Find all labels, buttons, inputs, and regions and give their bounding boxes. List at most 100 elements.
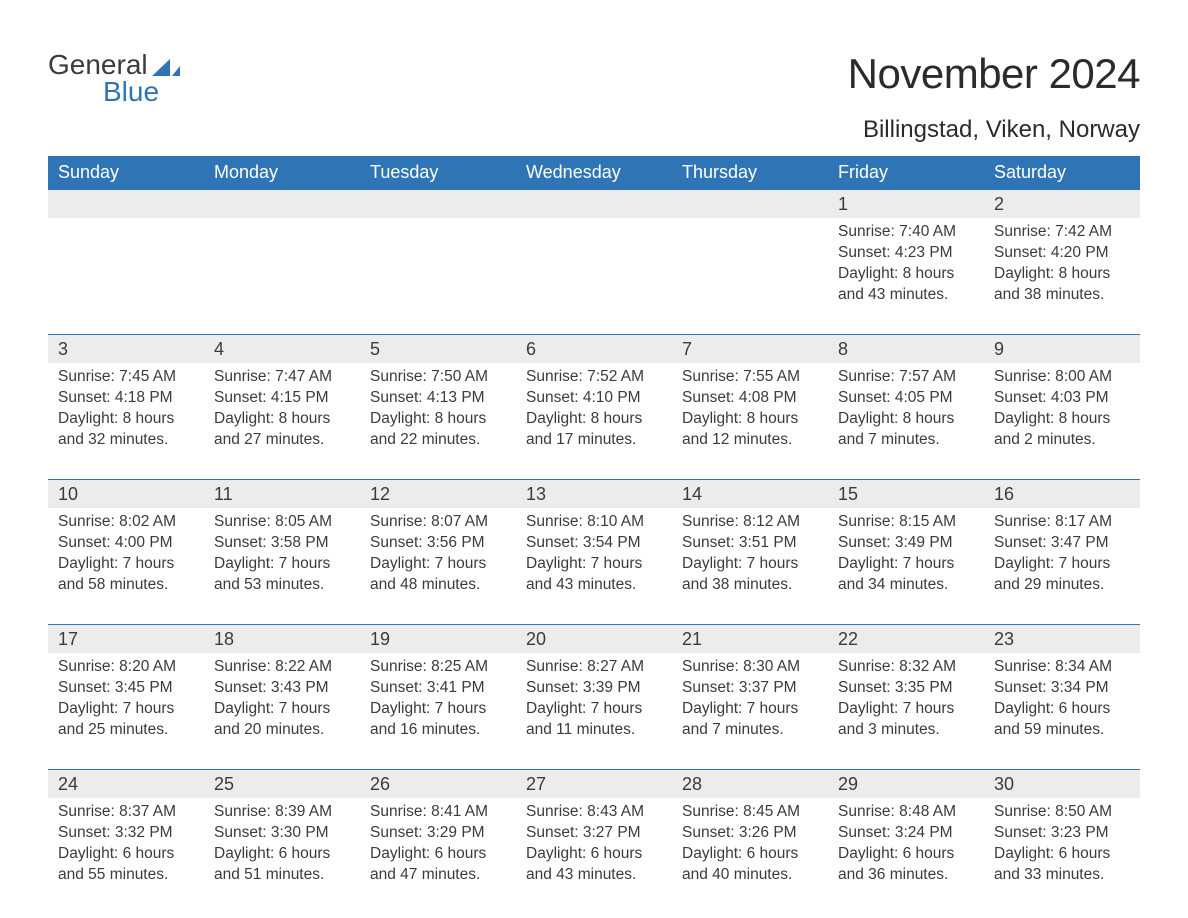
calendar-day-cell: 23Sunrise: 8:34 AMSunset: 3:34 PMDayligh…	[984, 624, 1140, 769]
day-header: Sunday	[48, 156, 204, 190]
day-sunset: Sunset: 3:47 PM	[994, 533, 1134, 554]
calendar-day-cell: 9Sunrise: 8:00 AMSunset: 4:03 PMDaylight…	[984, 334, 1140, 479]
calendar-day-cell: 16Sunrise: 8:17 AMSunset: 3:47 PMDayligh…	[984, 479, 1140, 624]
day-body: Sunrise: 8:34 AMSunset: 3:34 PMDaylight:…	[984, 657, 1140, 741]
day-sunrise: Sunrise: 7:45 AM	[58, 367, 198, 388]
calendar-day-cell: 27Sunrise: 8:43 AMSunset: 3:27 PMDayligh…	[516, 769, 672, 913]
day-sunset: Sunset: 3:41 PM	[370, 678, 510, 699]
calendar-day-cell: 10Sunrise: 8:02 AMSunset: 4:00 PMDayligh…	[48, 479, 204, 624]
day-sunset: Sunset: 4:20 PM	[994, 243, 1134, 264]
day-daylight1: Daylight: 6 hours	[838, 844, 978, 865]
day-sunrise: Sunrise: 8:05 AM	[214, 512, 354, 533]
day-number: 27	[516, 770, 672, 798]
calendar-week-row: 17Sunrise: 8:20 AMSunset: 3:45 PMDayligh…	[48, 624, 1140, 769]
day-sunset: Sunset: 3:39 PM	[526, 678, 666, 699]
day-sunrise: Sunrise: 8:25 AM	[370, 657, 510, 678]
day-number: 8	[828, 335, 984, 363]
day-sunset: Sunset: 3:32 PM	[58, 823, 198, 844]
day-daylight1: Daylight: 8 hours	[838, 409, 978, 430]
day-sunrise: Sunrise: 8:10 AM	[526, 512, 666, 533]
day-daylight1: Daylight: 6 hours	[994, 699, 1134, 720]
day-body: Sunrise: 7:45 AMSunset: 4:18 PMDaylight:…	[48, 367, 204, 451]
calendar-header-row: SundayMondayTuesdayWednesdayThursdayFrid…	[48, 156, 1140, 190]
day-sunrise: Sunrise: 7:50 AM	[370, 367, 510, 388]
day-daylight1: Daylight: 7 hours	[682, 554, 822, 575]
day-number: 13	[516, 480, 672, 508]
day-sunrise: Sunrise: 8:07 AM	[370, 512, 510, 533]
day-daylight2: and 11 minutes.	[526, 720, 666, 741]
logo: General Blue	[48, 50, 180, 107]
calendar-week-row: 24Sunrise: 8:37 AMSunset: 3:32 PMDayligh…	[48, 769, 1140, 913]
day-sunset: Sunset: 4:03 PM	[994, 388, 1134, 409]
day-daylight2: and 34 minutes.	[838, 575, 978, 596]
day-daylight2: and 40 minutes.	[682, 865, 822, 886]
day-number: 19	[360, 625, 516, 653]
day-number: 16	[984, 480, 1140, 508]
day-sunset: Sunset: 3:35 PM	[838, 678, 978, 699]
day-sunrise: Sunrise: 7:57 AM	[838, 367, 978, 388]
day-sunrise: Sunrise: 8:02 AM	[58, 512, 198, 533]
day-daylight2: and 32 minutes.	[58, 430, 198, 451]
calendar-table: SundayMondayTuesdayWednesdayThursdayFrid…	[48, 156, 1140, 914]
day-body: Sunrise: 8:41 AMSunset: 3:29 PMDaylight:…	[360, 802, 516, 886]
day-number: 29	[828, 770, 984, 798]
day-body: Sunrise: 8:39 AMSunset: 3:30 PMDaylight:…	[204, 802, 360, 886]
day-body: Sunrise: 8:48 AMSunset: 3:24 PMDaylight:…	[828, 802, 984, 886]
calendar-day-cell	[360, 190, 516, 335]
day-daylight2: and 22 minutes.	[370, 430, 510, 451]
day-sunset: Sunset: 4:10 PM	[526, 388, 666, 409]
day-sunrise: Sunrise: 8:00 AM	[994, 367, 1134, 388]
day-number	[204, 190, 360, 218]
day-sunset: Sunset: 3:34 PM	[994, 678, 1134, 699]
calendar-day-cell: 22Sunrise: 8:32 AMSunset: 3:35 PMDayligh…	[828, 624, 984, 769]
day-sunset: Sunset: 3:37 PM	[682, 678, 822, 699]
day-daylight1: Daylight: 7 hours	[838, 554, 978, 575]
calendar-day-cell: 14Sunrise: 8:12 AMSunset: 3:51 PMDayligh…	[672, 479, 828, 624]
day-sunrise: Sunrise: 8:50 AM	[994, 802, 1134, 823]
day-daylight2: and 25 minutes.	[58, 720, 198, 741]
day-sunset: Sunset: 3:27 PM	[526, 823, 666, 844]
calendar-day-cell	[204, 190, 360, 335]
calendar-day-cell: 6Sunrise: 7:52 AMSunset: 4:10 PMDaylight…	[516, 334, 672, 479]
day-sunrise: Sunrise: 8:32 AM	[838, 657, 978, 678]
day-sunset: Sunset: 4:23 PM	[838, 243, 978, 264]
day-header: Friday	[828, 156, 984, 190]
day-sunset: Sunset: 4:05 PM	[838, 388, 978, 409]
title-block: November 2024 Billingstad, Viken, Norway	[848, 50, 1140, 144]
day-sunset: Sunset: 3:49 PM	[838, 533, 978, 554]
day-daylight1: Daylight: 6 hours	[526, 844, 666, 865]
day-sunrise: Sunrise: 8:48 AM	[838, 802, 978, 823]
day-daylight2: and 48 minutes.	[370, 575, 510, 596]
day-number: 21	[672, 625, 828, 653]
day-sunrise: Sunrise: 8:34 AM	[994, 657, 1134, 678]
day-number: 5	[360, 335, 516, 363]
day-body: Sunrise: 7:55 AMSunset: 4:08 PMDaylight:…	[672, 367, 828, 451]
calendar-week-row: 3Sunrise: 7:45 AMSunset: 4:18 PMDaylight…	[48, 334, 1140, 479]
logo-text-general: General	[48, 50, 148, 79]
day-body: Sunrise: 8:02 AMSunset: 4:00 PMDaylight:…	[48, 512, 204, 596]
day-sunrise: Sunrise: 8:20 AM	[58, 657, 198, 678]
day-daylight2: and 43 minutes.	[526, 865, 666, 886]
day-sunrise: Sunrise: 8:30 AM	[682, 657, 822, 678]
day-body: Sunrise: 7:42 AMSunset: 4:20 PMDaylight:…	[984, 222, 1140, 306]
logo-text-blue: Blue	[48, 77, 180, 106]
day-sunrise: Sunrise: 8:12 AM	[682, 512, 822, 533]
day-daylight2: and 16 minutes.	[370, 720, 510, 741]
calendar-day-cell: 3Sunrise: 7:45 AMSunset: 4:18 PMDaylight…	[48, 334, 204, 479]
day-body: Sunrise: 8:25 AMSunset: 3:41 PMDaylight:…	[360, 657, 516, 741]
day-number: 2	[984, 190, 1140, 218]
calendar-day-cell: 25Sunrise: 8:39 AMSunset: 3:30 PMDayligh…	[204, 769, 360, 913]
day-number: 11	[204, 480, 360, 508]
day-body: Sunrise: 8:27 AMSunset: 3:39 PMDaylight:…	[516, 657, 672, 741]
day-sunset: Sunset: 3:26 PM	[682, 823, 822, 844]
day-sunrise: Sunrise: 8:22 AM	[214, 657, 354, 678]
day-sunrise: Sunrise: 8:27 AM	[526, 657, 666, 678]
day-daylight1: Daylight: 8 hours	[58, 409, 198, 430]
day-sunset: Sunset: 3:51 PM	[682, 533, 822, 554]
day-daylight1: Daylight: 6 hours	[682, 844, 822, 865]
calendar-day-cell: 20Sunrise: 8:27 AMSunset: 3:39 PMDayligh…	[516, 624, 672, 769]
calendar-day-cell: 26Sunrise: 8:41 AMSunset: 3:29 PMDayligh…	[360, 769, 516, 913]
day-sunrise: Sunrise: 7:55 AM	[682, 367, 822, 388]
day-daylight1: Daylight: 7 hours	[214, 699, 354, 720]
day-daylight2: and 38 minutes.	[682, 575, 822, 596]
